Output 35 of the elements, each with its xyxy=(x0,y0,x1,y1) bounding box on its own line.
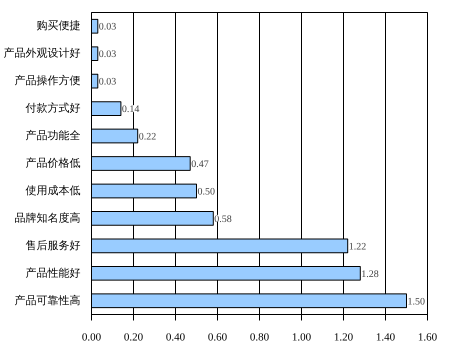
x-tick-label: 0.60 xyxy=(208,332,228,343)
x-tick-label: 0.40 xyxy=(166,332,186,343)
data-label: 1.50 xyxy=(408,296,425,308)
x-tick-label: 0.00 xyxy=(82,332,102,343)
x-tick-label: 1.40 xyxy=(376,332,396,343)
y-tick-label: 使用成本低 xyxy=(26,184,80,197)
bar xyxy=(92,18,98,34)
data-label: 1.22 xyxy=(348,241,366,252)
x-tick-label: 1.00 xyxy=(292,332,312,343)
data-label: 1.28 xyxy=(361,268,379,280)
data-label: 0.22 xyxy=(138,132,156,143)
data-label: 0.03 xyxy=(98,49,116,60)
data-label: 0.58 xyxy=(214,214,232,225)
data-label: 0.03 xyxy=(98,76,116,88)
y-tick-label: 产品可靠性高 xyxy=(14,294,80,307)
y-tick-label: 产品价格低 xyxy=(26,156,80,170)
x-tick-label: 1.60 xyxy=(418,332,438,343)
y-tick-label: 产品功能全 xyxy=(26,129,80,142)
y-tick-label: 产品外观设计好 xyxy=(4,46,80,60)
x-tick-label: 0.20 xyxy=(124,332,144,343)
data-label: 0.50 xyxy=(198,186,215,198)
data-label: 0.14 xyxy=(122,104,140,116)
bar xyxy=(92,74,98,88)
data-label: 0.03 xyxy=(98,22,116,33)
y-tick-label: 付款方式好 xyxy=(26,102,80,115)
y-tick-label: 购买便捷 xyxy=(36,19,80,32)
data-label: 0.47 xyxy=(191,159,209,170)
y-tick-label: 产品性能好 xyxy=(26,266,80,280)
bar xyxy=(92,101,122,116)
y-tick-label: 产品操作方便 xyxy=(14,74,80,88)
y-tick-label: 品牌知名度高 xyxy=(14,211,80,224)
x-tick-label: 0.80 xyxy=(250,332,270,343)
x-tick-label: 1.20 xyxy=(334,332,354,343)
y-tick-label: 售后服务好 xyxy=(26,238,80,252)
bar xyxy=(92,46,98,62)
